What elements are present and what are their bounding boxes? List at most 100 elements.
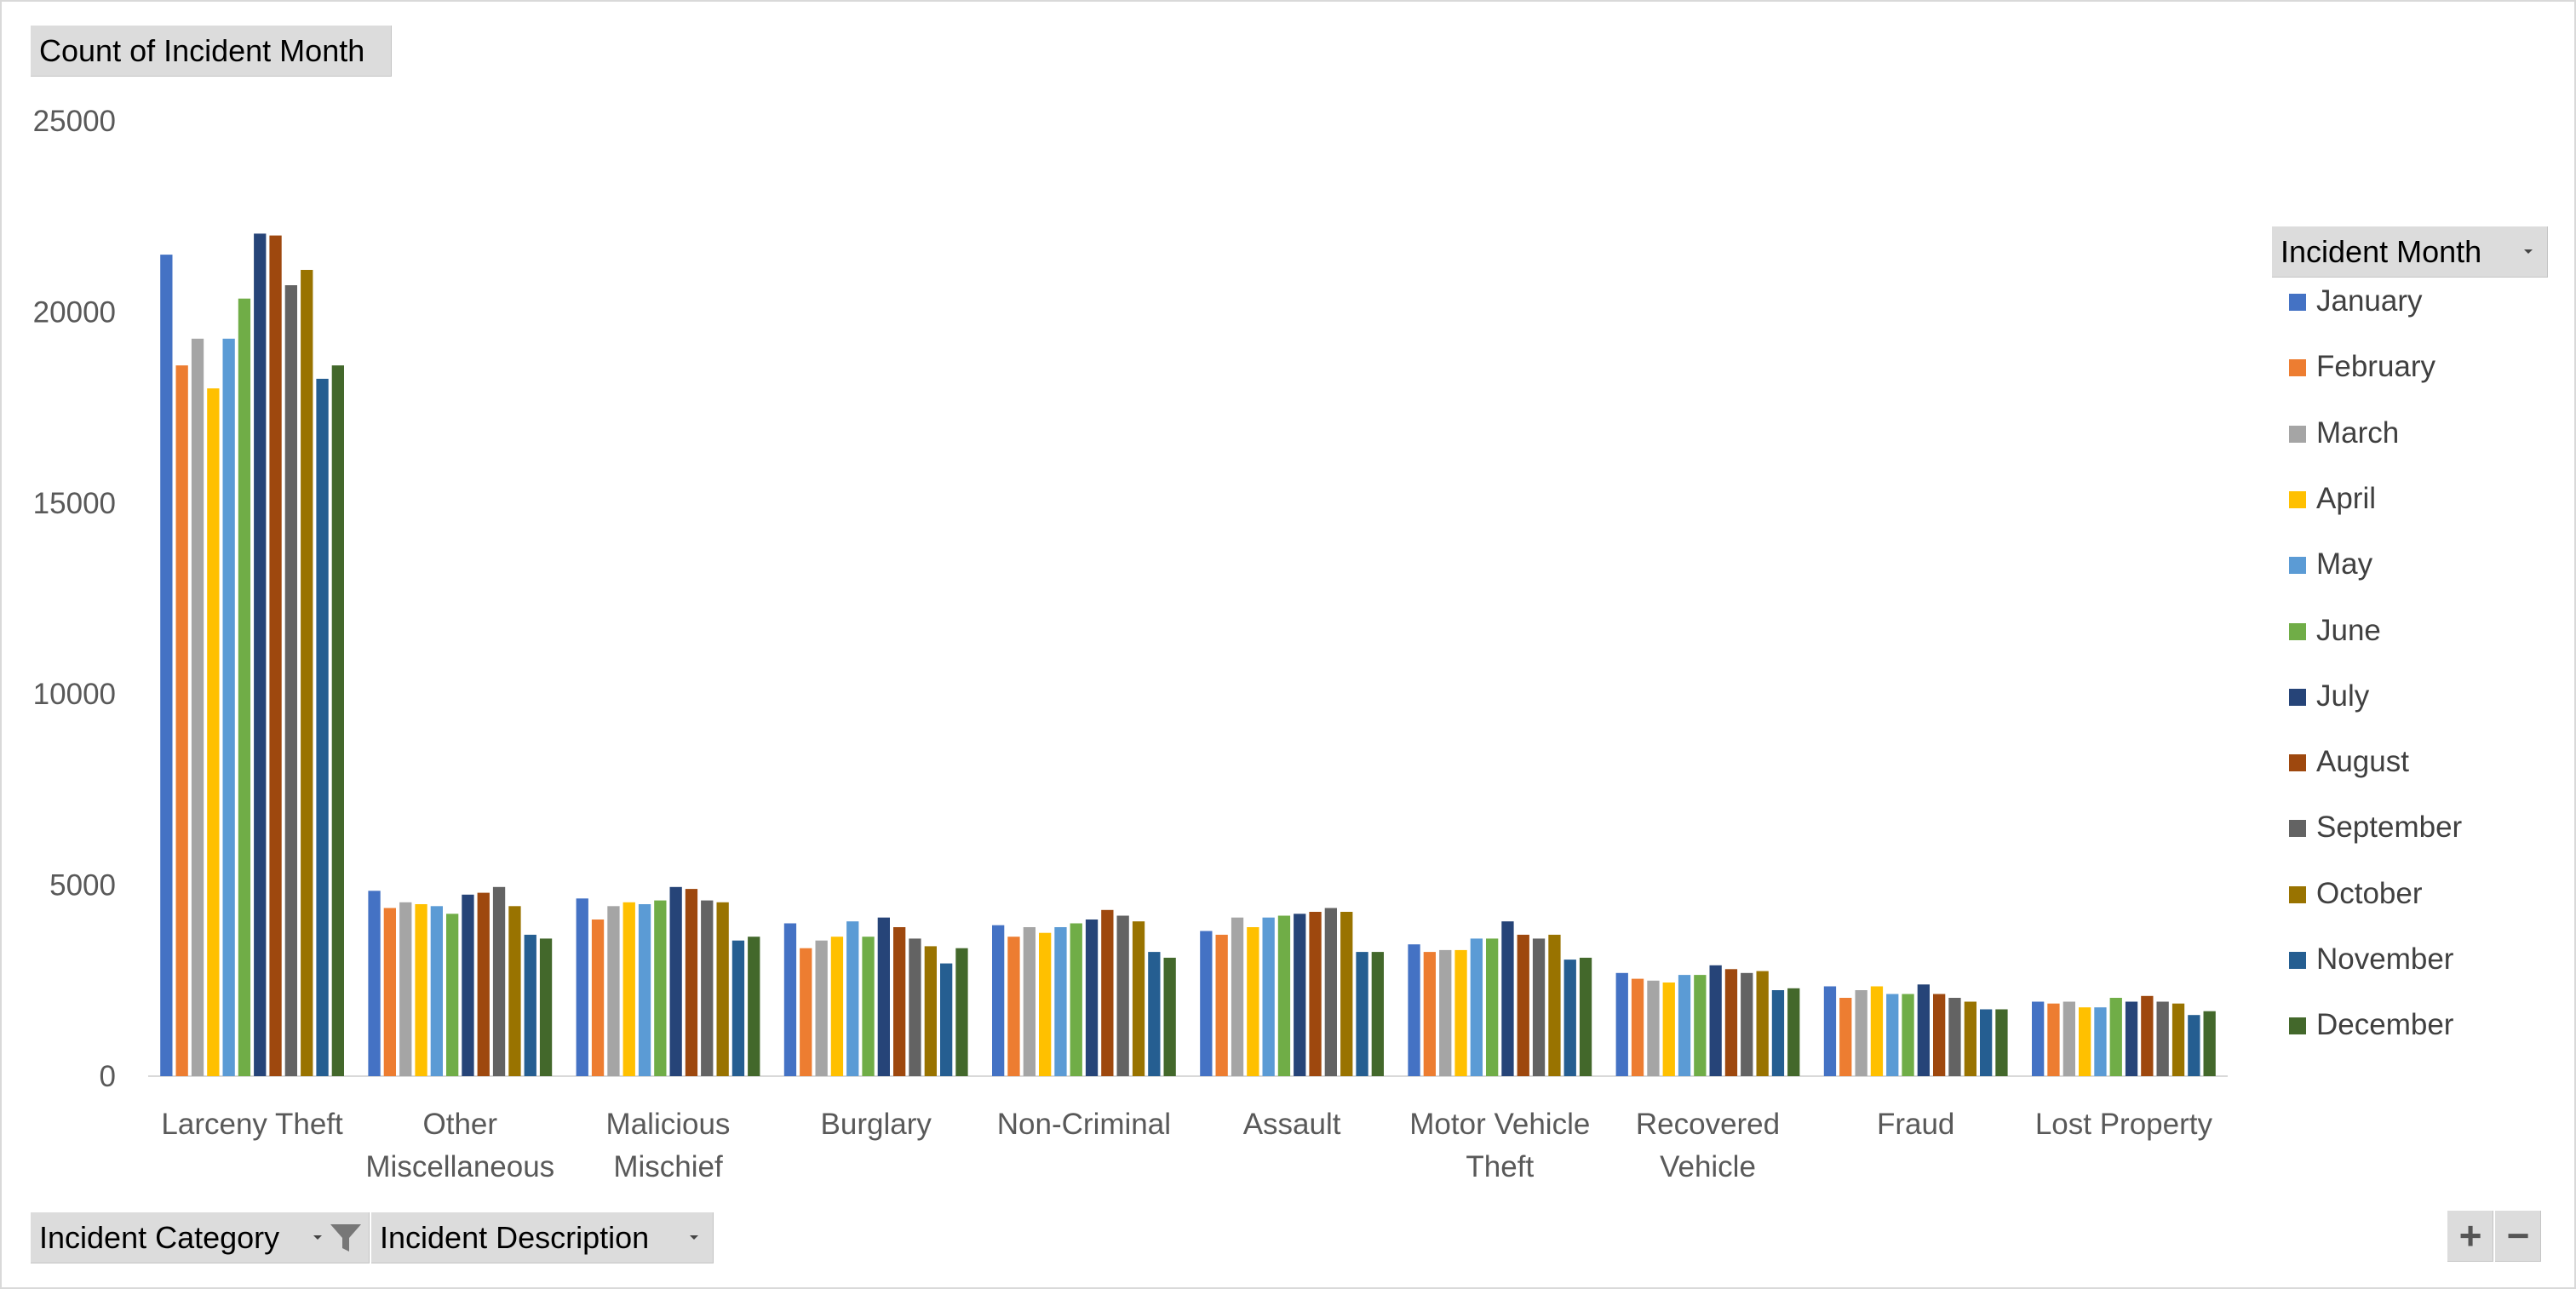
axis-field-button-category[interactable]: Incident Category — [31, 1212, 370, 1263]
bar[interactable] — [2063, 1001, 2075, 1077]
bar[interactable] — [2141, 995, 2154, 1076]
bar[interactable] — [1215, 934, 1228, 1076]
bar[interactable] — [284, 285, 297, 1076]
bar[interactable] — [731, 940, 745, 1076]
bar[interactable] — [893, 927, 906, 1076]
bar[interactable] — [1995, 1009, 2008, 1077]
bar[interactable] — [1501, 921, 1514, 1076]
bar[interactable] — [1277, 915, 1291, 1077]
bar[interactable] — [1247, 927, 1259, 1076]
legend-field-button[interactable]: Incident Month — [2272, 226, 2548, 278]
bar[interactable] — [1356, 952, 1368, 1076]
bar[interactable] — [254, 233, 267, 1076]
bar[interactable] — [1470, 938, 1483, 1076]
bar[interactable] — [1423, 952, 1436, 1076]
bar[interactable] — [1615, 972, 1628, 1076]
legend-item[interactable]: November — [2289, 942, 2544, 977]
bar[interactable] — [685, 889, 698, 1076]
legend-item[interactable]: May — [2289, 547, 2544, 581]
bar[interactable] — [1532, 938, 1546, 1076]
bar[interactable] — [1163, 957, 1176, 1076]
bar[interactable] — [539, 938, 553, 1076]
bar[interactable] — [1662, 983, 1675, 1076]
bar[interactable] — [1309, 912, 1322, 1076]
bar[interactable] — [462, 894, 474, 1076]
bar[interactable] — [1340, 912, 1353, 1076]
bar[interactable] — [2109, 998, 2122, 1076]
filter-icon[interactable] — [329, 1221, 363, 1255]
bar[interactable] — [1902, 994, 1914, 1077]
bar[interactable] — [1787, 988, 1800, 1076]
bar[interactable] — [1132, 921, 1145, 1076]
bar[interactable] — [1647, 980, 1660, 1076]
bar[interactable] — [1563, 960, 1576, 1076]
bar[interactable] — [1262, 917, 1275, 1076]
bar[interactable] — [1054, 927, 1067, 1076]
bar[interactable] — [1294, 914, 1306, 1076]
legend-item[interactable]: February — [2289, 350, 2544, 384]
bar[interactable] — [238, 298, 251, 1076]
bar[interactable] — [591, 919, 605, 1076]
bar[interactable] — [1454, 949, 1467, 1076]
bar[interactable] — [1023, 927, 1036, 1076]
legend-item[interactable]: August — [2289, 745, 2544, 779]
bar[interactable] — [1709, 965, 1722, 1076]
bar[interactable] — [2156, 1001, 2169, 1077]
bar[interactable] — [1694, 975, 1707, 1076]
bar[interactable] — [524, 934, 536, 1076]
bar[interactable] — [862, 937, 875, 1076]
bar[interactable] — [638, 904, 651, 1076]
bar[interactable] — [622, 902, 635, 1076]
legend-item[interactable]: June — [2289, 614, 2544, 648]
bar[interactable] — [446, 914, 459, 1076]
bar[interactable] — [269, 235, 282, 1077]
bar[interactable] — [383, 908, 396, 1077]
bar[interactable] — [924, 946, 937, 1076]
bar[interactable] — [1933, 994, 1946, 1077]
legend-item[interactable]: March — [2289, 416, 2544, 450]
chevron-down-icon[interactable] — [313, 1235, 322, 1240]
bar[interactable] — [191, 338, 204, 1076]
bar[interactable] — [331, 365, 344, 1076]
zoom-out-button[interactable]: − — [2495, 1211, 2541, 1262]
bar[interactable] — [1439, 949, 1452, 1076]
bar[interactable] — [2188, 1015, 2200, 1076]
zoom-in-button[interactable]: + — [2447, 1211, 2493, 1262]
chevron-down-icon[interactable] — [2524, 249, 2533, 254]
bar[interactable] — [430, 906, 443, 1076]
bar[interactable] — [1085, 919, 1099, 1076]
bar[interactable] — [1964, 1001, 1976, 1077]
bar[interactable] — [1756, 971, 1769, 1076]
bar[interactable] — [1948, 998, 1961, 1076]
bar[interactable] — [207, 388, 220, 1076]
bar[interactable] — [1771, 990, 1785, 1076]
bar[interactable] — [2079, 1007, 2091, 1076]
bar[interactable] — [909, 938, 921, 1076]
bar[interactable] — [1200, 931, 1213, 1077]
bar[interactable] — [1371, 952, 1384, 1076]
bar[interactable] — [1070, 923, 1082, 1077]
bar[interactable] — [1517, 934, 1529, 1076]
bar[interactable] — [1007, 937, 1020, 1076]
bar[interactable] — [992, 925, 1005, 1076]
bar[interactable] — [175, 365, 188, 1076]
bar[interactable] — [316, 378, 329, 1076]
bar[interactable] — [222, 338, 235, 1076]
bar[interactable] — [955, 948, 968, 1076]
axis-field-button-description[interactable]: Incident Description — [371, 1212, 714, 1263]
bar[interactable] — [2047, 1003, 2060, 1076]
bar[interactable] — [2203, 1011, 2216, 1076]
bar[interactable] — [415, 904, 427, 1076]
bar[interactable] — [940, 963, 953, 1076]
bar[interactable] — [1408, 944, 1420, 1076]
bar[interactable] — [368, 891, 381, 1076]
bar[interactable] — [2172, 1003, 2185, 1076]
bar[interactable] — [2032, 1001, 2045, 1077]
bar[interactable] — [1039, 932, 1052, 1076]
bar[interactable] — [1855, 990, 1867, 1076]
bar[interactable] — [1148, 952, 1161, 1076]
bar[interactable] — [800, 948, 812, 1076]
legend-item[interactable]: April — [2289, 482, 2544, 516]
bar[interactable] — [1324, 908, 1337, 1077]
bar[interactable] — [830, 937, 844, 1076]
